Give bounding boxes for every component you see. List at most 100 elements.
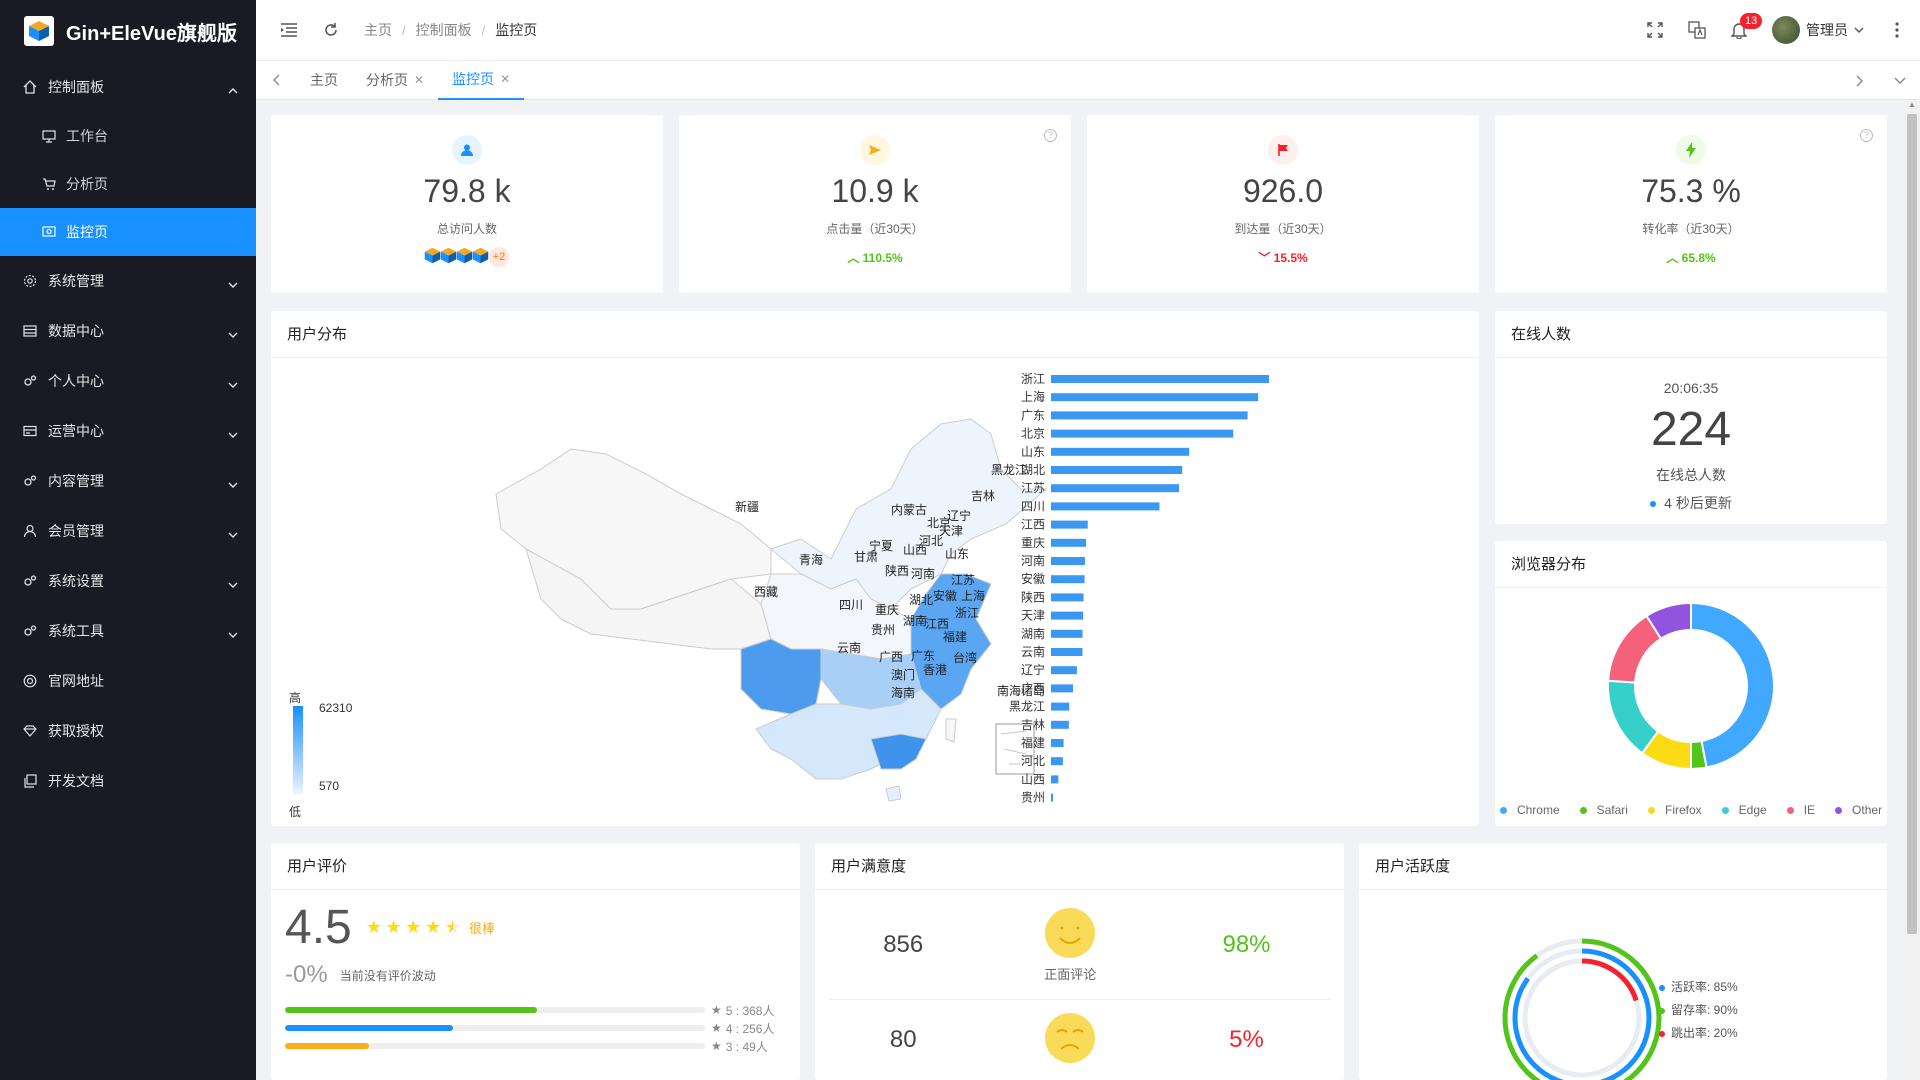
- map-region-label[interactable]: 山西: [903, 543, 928, 557]
- bar[interactable]: [1051, 393, 1259, 402]
- map-region-label[interactable]: 天津: [939, 524, 964, 538]
- sidebar-item[interactable]: 开发文档: [0, 756, 256, 806]
- map-region-label[interactable]: 河南: [911, 567, 936, 581]
- sidebar-item[interactable]: 官网地址: [0, 656, 256, 706]
- sidebar-subitem[interactable]: 监控页: [0, 208, 256, 256]
- map-region-label[interactable]: 广西: [879, 650, 904, 664]
- map-region-label[interactable]: 黑龙江: [991, 463, 1028, 477]
- bar[interactable]: [1051, 739, 1064, 747]
- tab-menu-chevron-icon[interactable]: [1880, 77, 1920, 85]
- sidebar-item[interactable]: 控制面板: [0, 62, 256, 112]
- bar[interactable]: [1051, 538, 1086, 547]
- bar[interactable]: [1051, 648, 1083, 656]
- sidebar-item[interactable]: 系统设置: [0, 556, 256, 606]
- fullscreen-icon[interactable]: [1646, 21, 1664, 39]
- donut-slice[interactable]: [1607, 679, 1660, 755]
- map-region-label[interactable]: 重庆: [875, 603, 900, 617]
- map-region-label[interactable]: 江西: [925, 617, 950, 631]
- legend-item[interactable]: Chrome: [1495, 803, 1565, 817]
- sidebar-subitem[interactable]: 分析页: [0, 160, 256, 208]
- map-region-label[interactable]: 南海诸岛: [997, 684, 1046, 698]
- legend-item[interactable]: Firefox: [1643, 803, 1707, 817]
- avatar[interactable]: [1772, 16, 1800, 44]
- map-region-label[interactable]: 江苏: [951, 573, 976, 587]
- bar[interactable]: [1051, 720, 1069, 729]
- breadcrumb-home[interactable]: 主页: [364, 22, 392, 38]
- legend-item[interactable]: Safari: [1575, 803, 1633, 817]
- bell-icon[interactable]: 13: [1730, 13, 1763, 39]
- bar[interactable]: [1051, 484, 1180, 493]
- map-region-label[interactable]: 上海: [961, 589, 986, 603]
- bar[interactable]: [1051, 775, 1059, 784]
- help-icon[interactable]: ?: [1860, 129, 1873, 142]
- page-scrollbar[interactable]: ▲: [1904, 100, 1920, 1080]
- map-region-label[interactable]: 贵州: [871, 623, 896, 637]
- tab-scroll-left-icon[interactable]: [256, 74, 296, 86]
- translate-icon[interactable]: [1688, 21, 1706, 39]
- sidebar-item[interactable]: 数据中心: [0, 306, 256, 356]
- legend-item[interactable]: IE: [1782, 803, 1820, 817]
- app-logo[interactable]: Gin+EleVue旗舰版: [0, 0, 256, 62]
- bar[interactable]: [1051, 757, 1063, 766]
- scroll-up-arrow[interactable]: ▲: [1908, 100, 1916, 109]
- map-region-label[interactable]: 澳门: [891, 668, 916, 682]
- bar[interactable]: [1051, 593, 1084, 602]
- bar[interactable]: [1051, 520, 1088, 529]
- donut-slice[interactable]: [1645, 601, 1692, 641]
- map-region-label[interactable]: 浙江: [955, 606, 980, 620]
- sidebar-item[interactable]: 内容管理: [0, 456, 256, 506]
- bar[interactable]: [1051, 702, 1070, 711]
- bar[interactable]: [1051, 575, 1085, 584]
- bar[interactable]: [1051, 447, 1190, 456]
- bar[interactable]: [1051, 502, 1160, 511]
- sidebar-item[interactable]: 系统工具: [0, 606, 256, 656]
- map-region-label[interactable]: 海南: [891, 686, 916, 700]
- more-vertical-icon[interactable]: [1894, 21, 1900, 39]
- map-region-label[interactable]: 广东: [911, 649, 936, 663]
- map-region-label[interactable]: 山东: [945, 547, 970, 561]
- map-region-label[interactable]: 青海: [799, 553, 824, 567]
- ring-progress[interactable]: [1502, 938, 1662, 1080]
- map-region-label[interactable]: 北京: [927, 516, 952, 530]
- bar[interactable]: [1051, 466, 1183, 474]
- bar[interactable]: [1051, 611, 1084, 620]
- close-icon[interactable]: ✕: [500, 71, 511, 86]
- map-region-label[interactable]: 安徽: [933, 589, 958, 603]
- map-region-label[interactable]: 甘肃: [854, 550, 879, 564]
- tab-home[interactable]: 主页: [296, 61, 352, 100]
- scrollbar-thumb[interactable]: [1907, 114, 1917, 934]
- chevron-down-icon[interactable]: [1854, 21, 1864, 39]
- bar[interactable]: [1051, 793, 1053, 802]
- map-region-label[interactable]: 宁夏: [869, 539, 894, 553]
- bar[interactable]: [1051, 666, 1077, 675]
- map-region-label[interactable]: 云南: [837, 641, 862, 655]
- bar[interactable]: [1051, 557, 1085, 565]
- legend-item[interactable]: Edge: [1717, 803, 1772, 817]
- legend-item[interactable]: Other: [1830, 803, 1887, 817]
- star-rating[interactable]: ★ ★ ★ ★ ★: [366, 917, 461, 938]
- ring-progress[interactable]: [1522, 958, 1642, 1078]
- bar[interactable]: [1051, 629, 1083, 638]
- map-region-label[interactable]: 湖南: [903, 614, 928, 628]
- bar[interactable]: [1051, 411, 1248, 420]
- tab-monitor[interactable]: 监控页 ✕: [438, 61, 525, 100]
- sidebar-item[interactable]: 系统管理: [0, 256, 256, 306]
- bar[interactable]: [1051, 375, 1269, 383]
- map-region-label[interactable]: 内蒙古: [891, 503, 928, 517]
- tab-analysis[interactable]: 分析页 ✕: [352, 61, 438, 100]
- map-region-label[interactable]: 河北: [919, 534, 944, 548]
- sidebar-item[interactable]: 获取授权: [0, 706, 256, 756]
- map-region-label[interactable]: 吉林: [971, 489, 996, 503]
- browser-donut-chart[interactable]: [1495, 591, 1887, 781]
- donut-slice[interactable]: [1690, 601, 1775, 769]
- visitor-more-badge[interactable]: +2: [489, 247, 509, 267]
- bar[interactable]: [1051, 684, 1074, 693]
- sidebar-item[interactable]: 会员管理: [0, 506, 256, 556]
- breadcrumb-dashboard[interactable]: 控制面板: [415, 22, 472, 38]
- menu-fold-icon[interactable]: [280, 21, 298, 39]
- map-region-label[interactable]: 辽宁: [947, 509, 972, 523]
- activity-ring-chart[interactable]: [1502, 938, 1662, 1080]
- help-icon[interactable]: ?: [1044, 129, 1057, 142]
- tab-scroll-right-icon[interactable]: [1840, 75, 1880, 87]
- ring-progress[interactable]: [1512, 948, 1652, 1080]
